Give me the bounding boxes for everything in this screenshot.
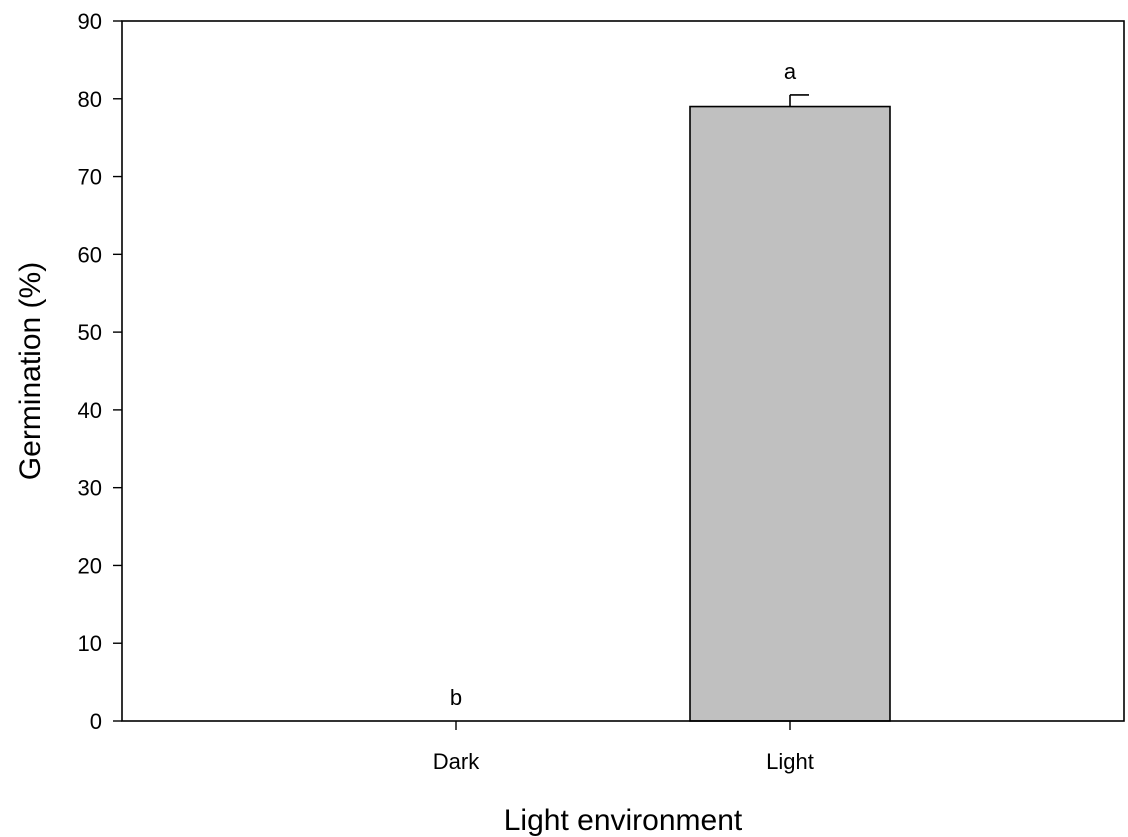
y-tick-label: 90	[78, 9, 102, 34]
y-tick-label: 20	[78, 553, 102, 578]
x-tick-label: Dark	[433, 749, 480, 774]
significance-letter: b	[450, 685, 462, 710]
y-tick-label: 10	[78, 631, 102, 656]
y-tick-label: 80	[78, 87, 102, 112]
x-axis-ticks: Dark Light	[433, 721, 814, 774]
y-tick-label: 0	[90, 709, 102, 734]
x-tick-label: Light	[766, 749, 814, 774]
y-tick-label: 30	[78, 476, 102, 501]
y-tick-label: 60	[78, 242, 102, 267]
bar-light	[689, 105, 891, 722]
y-tick-label: 40	[78, 398, 102, 423]
y-tick-label: 70	[78, 165, 102, 190]
y-axis-title: Germination (%)	[14, 262, 47, 480]
x-axis-title: Light environment	[504, 804, 743, 837]
y-axis-ticks: 0 10 20 30 40 50 60 70 80 90	[78, 9, 122, 734]
y-tick-label: 50	[78, 320, 102, 345]
significance-letter: a	[784, 59, 797, 84]
plot-frame	[121, 20, 1125, 722]
bars: ba	[450, 59, 891, 722]
